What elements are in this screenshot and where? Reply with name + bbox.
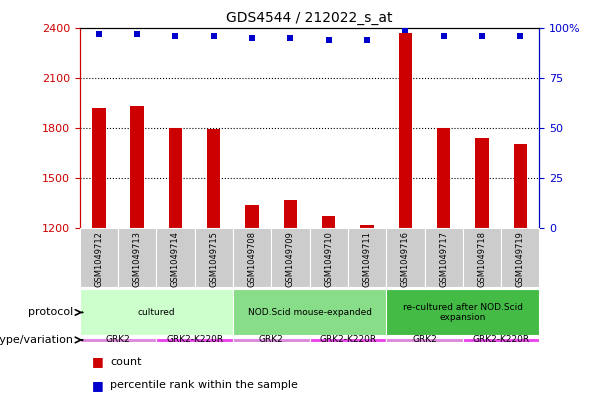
Point	[516, 32, 525, 39]
Text: GSM1049708: GSM1049708	[248, 231, 257, 287]
Text: GSM1049717: GSM1049717	[439, 231, 448, 287]
FancyBboxPatch shape	[501, 228, 539, 287]
Text: cultured: cultured	[137, 308, 175, 317]
Point	[477, 32, 487, 39]
Text: GSM1049710: GSM1049710	[324, 231, 333, 287]
Text: GSM1049719: GSM1049719	[516, 231, 525, 287]
Text: NOD.Scid mouse-expanded: NOD.Scid mouse-expanded	[248, 308, 371, 317]
Bar	[360, 226, 374, 228]
Point	[247, 35, 257, 41]
Bar	[131, 106, 144, 228]
Title: GDS4544 / 212022_s_at: GDS4544 / 212022_s_at	[226, 11, 393, 25]
Text: GRK2-K220R: GRK2-K220R	[319, 336, 376, 344]
Text: GSM1049715: GSM1049715	[209, 231, 218, 287]
FancyBboxPatch shape	[386, 228, 424, 287]
Point	[439, 32, 449, 39]
Text: percentile rank within the sample: percentile rank within the sample	[110, 380, 298, 390]
Bar	[437, 128, 451, 228]
Point	[362, 37, 372, 43]
Bar	[92, 108, 105, 228]
FancyBboxPatch shape	[156, 338, 233, 342]
Bar	[475, 138, 489, 228]
Text: ■: ■	[92, 378, 104, 392]
Text: GSM1049711: GSM1049711	[362, 231, 371, 287]
Point	[324, 37, 333, 43]
Text: GRK2: GRK2	[105, 336, 131, 344]
Text: re-cultured after NOD.Scid
expansion: re-cultured after NOD.Scid expansion	[403, 303, 523, 322]
FancyBboxPatch shape	[80, 338, 156, 342]
Bar	[245, 204, 259, 228]
FancyBboxPatch shape	[386, 338, 463, 342]
FancyBboxPatch shape	[80, 289, 233, 335]
Text: GRK2-K220R: GRK2-K220R	[166, 336, 223, 344]
Text: GSM1049716: GSM1049716	[401, 231, 410, 287]
Text: GSM1049712: GSM1049712	[94, 231, 104, 287]
Point	[132, 30, 142, 37]
FancyBboxPatch shape	[156, 228, 195, 287]
FancyBboxPatch shape	[463, 338, 539, 342]
FancyBboxPatch shape	[233, 228, 271, 287]
Point	[94, 30, 104, 37]
FancyBboxPatch shape	[463, 228, 501, 287]
Bar	[284, 200, 297, 228]
FancyBboxPatch shape	[310, 338, 386, 342]
Bar	[169, 128, 182, 228]
Point	[209, 32, 219, 39]
FancyBboxPatch shape	[424, 228, 463, 287]
Bar	[514, 144, 527, 228]
FancyBboxPatch shape	[233, 289, 386, 335]
FancyBboxPatch shape	[310, 228, 348, 287]
Text: GSM1049714: GSM1049714	[171, 231, 180, 287]
Bar	[207, 129, 221, 228]
FancyBboxPatch shape	[195, 228, 233, 287]
FancyBboxPatch shape	[233, 338, 310, 342]
Text: protocol: protocol	[28, 307, 74, 318]
FancyBboxPatch shape	[271, 228, 310, 287]
Point	[170, 32, 180, 39]
FancyBboxPatch shape	[118, 228, 156, 287]
Text: GSM1049709: GSM1049709	[286, 231, 295, 287]
Text: GRK2-K220R: GRK2-K220R	[473, 336, 530, 344]
Text: GSM1049718: GSM1049718	[478, 231, 487, 287]
Text: GSM1049713: GSM1049713	[132, 231, 142, 287]
Bar	[398, 33, 412, 228]
Point	[286, 35, 295, 41]
FancyBboxPatch shape	[386, 289, 539, 335]
Text: GRK2: GRK2	[412, 336, 437, 344]
Bar	[322, 216, 335, 228]
FancyBboxPatch shape	[80, 228, 118, 287]
Text: GRK2: GRK2	[259, 336, 284, 344]
FancyBboxPatch shape	[348, 228, 386, 287]
Text: ■: ■	[92, 355, 104, 368]
Point	[400, 26, 410, 33]
Text: genotype/variation: genotype/variation	[0, 335, 74, 345]
Text: count: count	[110, 356, 142, 367]
